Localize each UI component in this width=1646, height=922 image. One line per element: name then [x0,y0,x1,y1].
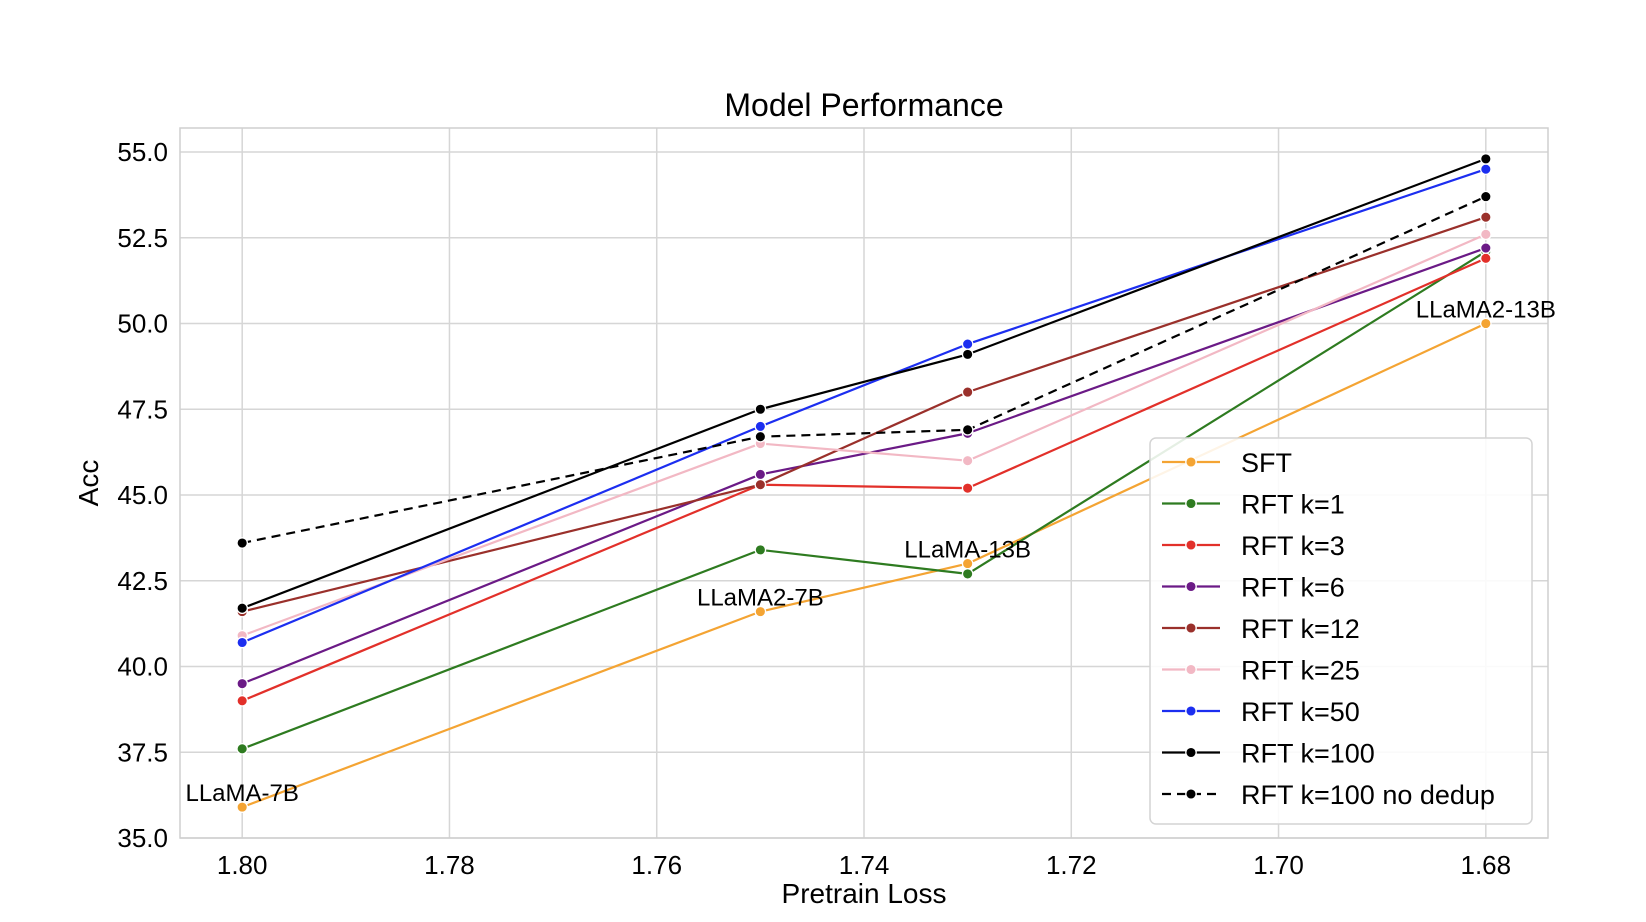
legend-marker [1185,456,1197,468]
legend-label: RFT k=6 [1241,573,1345,603]
data-point [1479,228,1492,241]
data-point [1479,242,1492,254]
series-rft-k-100-no-dedup [236,190,1492,549]
data-point [754,420,767,433]
series-line [241,157,1487,610]
legend-marker [1185,788,1197,800]
legend-marker [1185,746,1197,759]
data-point [961,423,974,436]
data-point [1479,211,1492,224]
x-tick-label: 1.70 [1253,850,1304,880]
x-tick-label: 1.68 [1461,850,1512,880]
y-tick-label: 45.0 [117,480,168,510]
data-point [236,742,249,755]
annotation-label: LLaMA2-13B [1416,297,1556,324]
data-point [754,544,767,556]
y-axis-label: Acc [73,460,104,507]
y-tick-label: 35.0 [117,823,168,853]
data-point [754,403,767,416]
annotation-label: LLaMA2-7B [697,585,824,612]
data-point [1479,163,1492,176]
legend-item: RFT k=6 [1162,573,1345,603]
series-line [241,233,1487,637]
chart-title: Model Performance [724,87,1003,123]
series-rft-k-25 [236,228,1492,642]
legend-label: RFT k=3 [1241,531,1345,561]
legend-label: RFT k=1 [1241,490,1345,520]
x-tick-label: 1.74 [839,850,890,880]
legend-marker [1185,663,1197,676]
data-point [961,568,974,580]
y-tick-label: 47.5 [117,394,168,424]
data-point [754,605,767,618]
legend-marker [1185,580,1197,593]
x-axis-label: Pretrain Loss [782,878,947,909]
data-point [754,430,767,443]
legend-item: SFT [1162,448,1292,478]
legend-item: RFT k=100 [1162,739,1375,769]
legend-item: RFT k=50 [1162,697,1360,727]
legend-label: RFT k=25 [1241,656,1360,686]
legend-label: RFT k=12 [1241,614,1360,644]
series-line [241,216,1487,613]
legend-box [1149,437,1533,825]
data-point [754,478,767,491]
x-tick-label: 1.78 [424,850,475,880]
legend-label: RFT k=100 no dedup [1241,780,1495,810]
legend-marker [1185,539,1197,551]
data-point [1479,153,1492,165]
legend-label: RFT k=50 [1241,697,1360,727]
legend-marker [1185,622,1197,634]
annotation-label: LLaMA-7B [185,780,298,807]
data-point [236,602,249,615]
x-tick-label: 1.80 [217,850,268,880]
series-line [241,247,1487,685]
data-point [961,338,974,350]
y-tick-label: 37.5 [117,737,168,767]
legend-item: RFT k=1 [1162,490,1345,520]
data-point [236,694,249,707]
annotations: LLaMA-7B LLaMA2-7B LLaMA-13B LLaMA2-13B [185,297,1555,808]
y-tick-label: 52.5 [117,223,168,253]
data-point [961,454,974,467]
data-point [236,537,249,549]
annotation-label: LLaMA-13B [904,537,1031,564]
legend-item: RFT k=100 no dedup [1162,780,1495,810]
data-point [961,348,974,361]
legend-item: RFT k=25 [1162,656,1360,686]
legend: SFT RFT k=1 RFT k=3 RFT k=6 RFT k=12 RFT k=25… [1149,437,1533,825]
data-point [961,386,974,398]
y-tick-label: 40.0 [117,652,168,682]
x-axis-ticks: 1.80 1.78 1.76 1.74 1.72 1.70 1.68 [217,850,1511,880]
x-tick-label: 1.76 [631,850,682,880]
data-point [961,482,974,494]
y-axis-ticks: 35.0 37.5 40.0 42.5 45.0 47.5 50.0 52.5 55.0 [117,137,168,853]
y-tick-label: 42.5 [117,566,168,596]
data-point [236,677,249,690]
data-point [1479,252,1492,265]
legend-marker [1185,497,1197,510]
x-tick-label: 1.72 [1046,850,1097,880]
data-point [236,636,249,649]
series-line [241,195,1487,545]
y-tick-label: 55.0 [117,137,168,167]
legend-label: RFT k=100 [1241,739,1375,769]
series-rft-k-100 [236,153,1492,615]
data-point [236,801,249,813]
data-point [754,468,767,481]
legend-label: SFT [1241,448,1292,478]
plot-frame [179,127,1549,839]
data-point [1479,190,1492,203]
series-line [241,257,1487,702]
y-tick-label: 50.0 [117,309,168,339]
legend-item: RFT k=12 [1162,614,1360,644]
legend-item: RFT k=3 [1162,531,1345,561]
legend-marker [1185,705,1197,717]
data-point [1479,317,1492,330]
series-line [241,250,1487,750]
